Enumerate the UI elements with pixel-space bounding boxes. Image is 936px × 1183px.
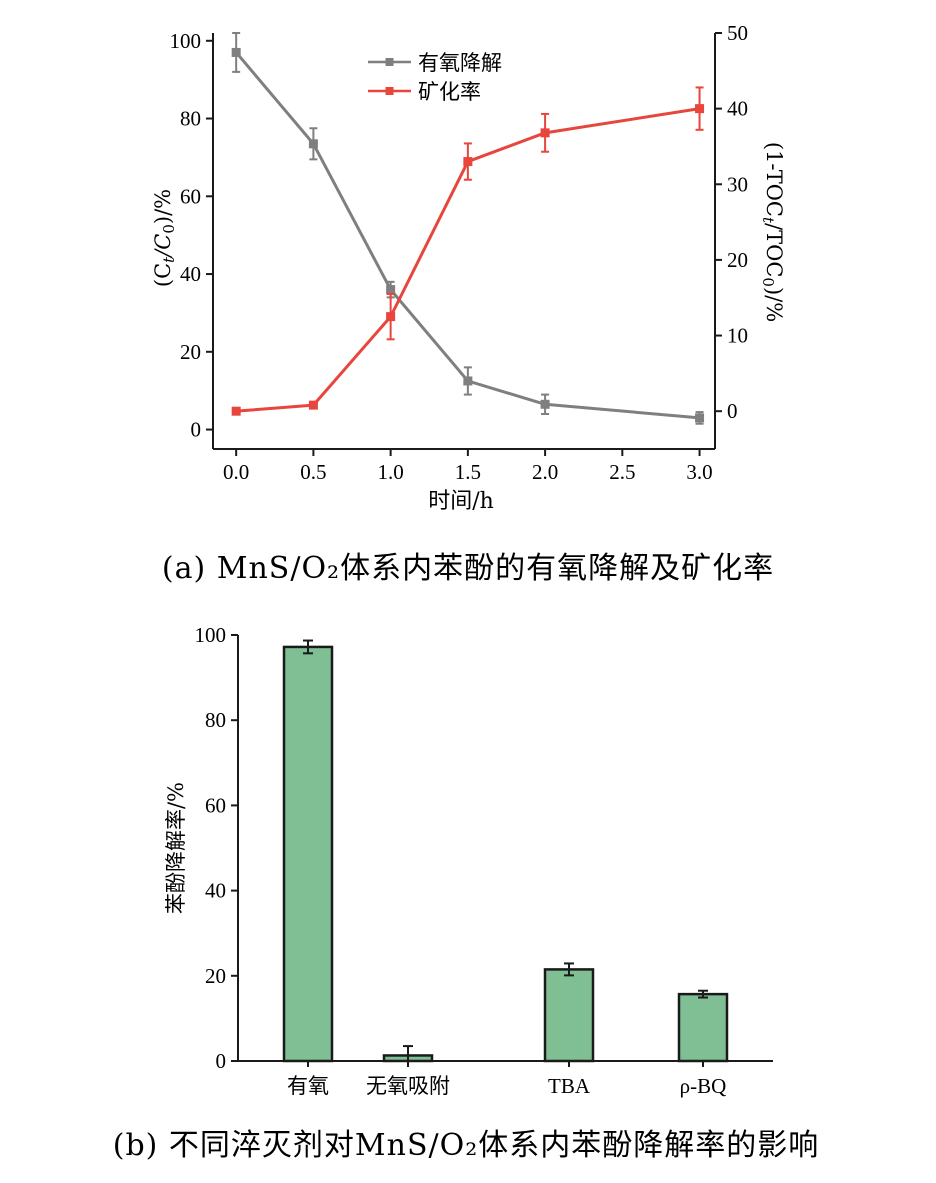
- panel-a-left-axis-title: (Ct/C0)/%: [151, 189, 178, 287]
- panel-a-left-tick-label: 0: [191, 418, 202, 442]
- panel-a-x-tick-label: 1.5: [455, 460, 481, 484]
- data-point-mineralization: [386, 312, 396, 322]
- panel-a-x-axis-title: 时间/h: [428, 489, 494, 514]
- panel-a-x-tick-label: 0.0: [223, 460, 249, 484]
- data-point-mineralization: [540, 128, 550, 138]
- bar-2: [543, 968, 595, 1063]
- panel-a-left-tick-label: 60: [180, 184, 201, 208]
- legend-item-mineralization: 矿化率: [368, 80, 481, 104]
- panel-a-left-tick-label: 20: [180, 340, 201, 364]
- panel-a-left-tick-label: 100: [170, 29, 202, 53]
- panel-a-right-tick-label: 10: [727, 324, 748, 348]
- legend-item-degradation: 有氧降解: [368, 51, 502, 75]
- panel-b-x-tick-label: 有氧: [287, 1074, 329, 1098]
- data-point-degradation: [386, 285, 396, 295]
- panel-b-x-tick-label: TBA: [548, 1074, 591, 1098]
- panel-a-line-chart: 0.0 0.5 1.0 1.5 2.0 2.5 3.0 0 20 40 60 80 100 0 10 20 30…: [151, 21, 786, 586]
- data-point-degradation: [231, 47, 241, 57]
- data-point-degradation: [695, 413, 705, 423]
- panel-a-right-tick-label: 20: [727, 248, 748, 272]
- panel-b-x-tick-label: 无氧吸附: [366, 1074, 450, 1098]
- panel-a-x-tick-label: 3.0: [686, 460, 712, 484]
- panel-a-left-tick-label: 40: [180, 262, 201, 286]
- series-line-degradation: [235, 51, 700, 420]
- panel-a-right-tick-label: 30: [727, 172, 748, 196]
- panel-a-right-tick-label: 40: [727, 97, 748, 121]
- bar-3: [677, 992, 729, 1063]
- panel-b-x-tick-label: ρ-BQ: [680, 1074, 727, 1098]
- panel-b-y-tick-label: 60: [205, 793, 226, 817]
- panel-a-x-tick-label: 0.5: [300, 460, 326, 484]
- panel-a-legend: 有氧降解 矿化率: [368, 51, 502, 104]
- panel-a-right-axis-title: (1-TOCt/TOC0)/%: [759, 142, 786, 322]
- legend-label-mineralization: 矿化率: [418, 80, 481, 104]
- panel-a-right-tick-label: 50: [727, 21, 748, 45]
- series-line-mineralization: [236, 107, 700, 413]
- panel-b-caption: (b) 不同淬灭剂对MnS/O₂体系内苯酚降解率的影响: [113, 1128, 819, 1163]
- panel-b-axes: 0 20 40 60 80 100 有氧 无氧吸附 TBA ρ-BQ: [195, 623, 773, 1098]
- panel-b-y-tick-label: 100: [195, 623, 227, 647]
- data-point-mineralization: [231, 406, 241, 416]
- panel-a-x-tick-label: 2.0: [532, 460, 558, 484]
- data-point-mineralization: [308, 400, 318, 410]
- data-point-mineralization: [695, 104, 705, 114]
- panel-a-left-tick-label: 80: [180, 107, 201, 131]
- panel-b-y-axis-title: 苯酚降解率/%: [164, 782, 188, 914]
- panel-a-caption: (a) MnS/O₂体系内苯酚的有氧降解及矿化率: [162, 551, 774, 586]
- panel-a-axes: 0.0 0.5 1.0 1.5 2.0 2.5 3.0 0 20 40 60 80 100 0 10 20 30…: [170, 21, 749, 484]
- bar-0: [282, 645, 334, 1063]
- data-point-degradation: [308, 139, 318, 149]
- data-point-degradation: [463, 376, 473, 386]
- panel-a-series: [231, 32, 705, 425]
- panel-a-x-tick-label: 2.5: [609, 460, 635, 484]
- legend-label-degradation: 有氧降解: [418, 51, 502, 75]
- panel-b-bar-chart: 0 20 40 60 80 100 有氧 无氧吸附 TBA ρ-BQ 苯酚降解率/% (b) 不同…: [113, 623, 819, 1163]
- panel-b-y-tick-label: 40: [205, 879, 226, 903]
- panel-b-y-tick-label: 20: [205, 964, 226, 988]
- panel-b-y-tick-label: 0: [216, 1049, 227, 1073]
- data-point-degradation: [540, 399, 550, 409]
- panel-b-bars: [282, 639, 729, 1063]
- panel-a-right-tick-label: 0: [727, 399, 738, 423]
- data-point-mineralization: [463, 157, 473, 167]
- panel-b-y-tick-label: 80: [205, 708, 226, 732]
- panel-a-x-tick-label: 1.0: [378, 460, 404, 484]
